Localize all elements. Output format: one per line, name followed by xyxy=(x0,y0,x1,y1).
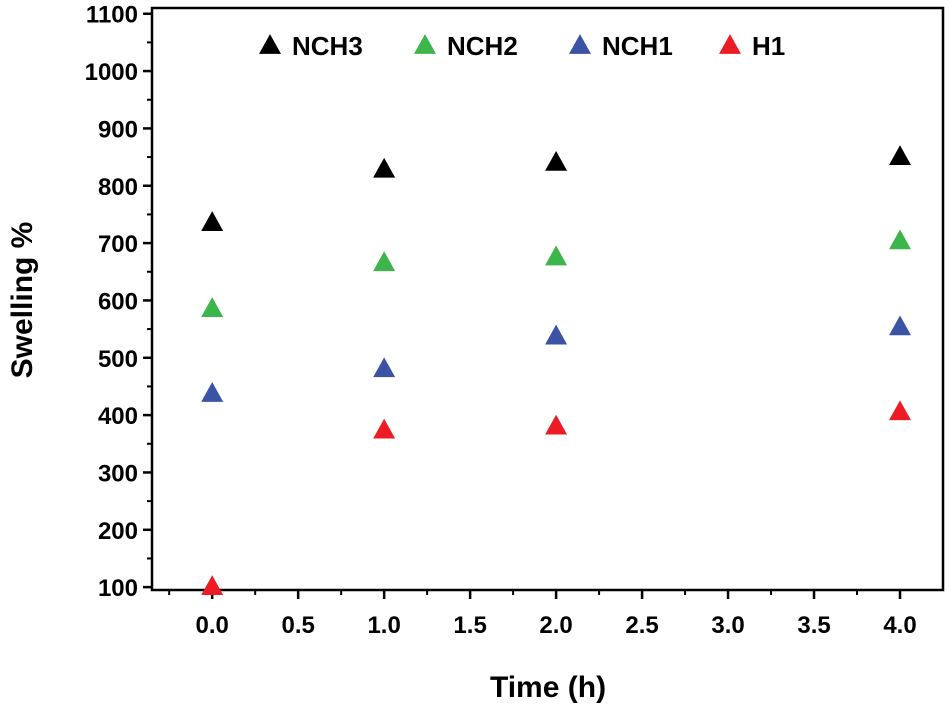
y-axis-ticks: 100 200 300 400 500 600 700 800 900 1000 1100 xyxy=(85,2,152,602)
x-axis-ticks: 0.0 0.5 1.0 1.5 2.0 2.5 3.0 3.5 4.0 xyxy=(168,590,917,639)
y-tick-label: 800 xyxy=(98,174,138,201)
plot-frame xyxy=(150,6,945,592)
data-point-nch3 xyxy=(889,145,912,166)
legend-label-nch1: NCH1 xyxy=(602,31,673,61)
data-point-nch2 xyxy=(373,251,396,272)
y-tick-label: 500 xyxy=(98,346,138,373)
legend-marker-nch1 xyxy=(569,34,591,54)
x-tick-label: 1.5 xyxy=(453,612,486,639)
data-point-nch1 xyxy=(201,382,224,402)
data-point-nch1 xyxy=(545,324,568,345)
legend-label-h1: H1 xyxy=(752,31,785,61)
legend: NCH3 NCH2 NCH1 H1 xyxy=(259,31,785,61)
y-tick-label: 1000 xyxy=(85,59,138,86)
x-tick-label: 0.5 xyxy=(281,612,314,639)
legend-marker-nch3 xyxy=(259,34,281,54)
data-point-nch1 xyxy=(373,357,396,378)
y-tick-label: 300 xyxy=(98,460,138,487)
y-axis-title: Swelling % xyxy=(6,222,39,379)
legend-marker-h1 xyxy=(719,34,741,54)
data-point-nch2 xyxy=(201,297,224,317)
y-tick-label: 900 xyxy=(98,116,138,143)
x-tick-label: 0.0 xyxy=(195,612,228,639)
x-tick-label: 3.0 xyxy=(711,612,744,639)
y-tick-label: 400 xyxy=(98,403,138,430)
data-point-nch2 xyxy=(545,245,568,266)
data-point-nch1 xyxy=(889,315,912,336)
y-tick-label: 700 xyxy=(98,231,138,258)
y-tick-label: 100 xyxy=(98,575,138,602)
data-point-h1 xyxy=(201,575,224,596)
legend-label-nch3: NCH3 xyxy=(292,31,363,61)
x-tick-label: 4.0 xyxy=(883,612,916,639)
data-point-h1 xyxy=(373,418,396,439)
legend-marker-nch2 xyxy=(414,34,436,54)
x-tick-label: 2.5 xyxy=(625,612,658,639)
legend-label-nch2: NCH2 xyxy=(447,31,518,61)
x-tick-label: 3.5 xyxy=(797,612,830,639)
data-point-h1 xyxy=(889,400,912,421)
data-point-nch3 xyxy=(545,150,568,171)
data-point-nch3 xyxy=(201,211,224,231)
y-tick-label: 1100 xyxy=(86,2,138,29)
data-points xyxy=(201,145,912,596)
y-tick-label: 600 xyxy=(98,288,138,315)
x-tick-label: 2.0 xyxy=(539,612,572,639)
plot-area xyxy=(150,6,945,592)
data-point-h1 xyxy=(545,414,568,435)
data-point-nch3 xyxy=(373,157,396,178)
x-axis-title: Time (h) xyxy=(490,671,606,704)
y-tick-label: 200 xyxy=(98,518,138,545)
data-point-nch2 xyxy=(889,229,912,250)
x-tick-label: 1.0 xyxy=(367,612,400,639)
